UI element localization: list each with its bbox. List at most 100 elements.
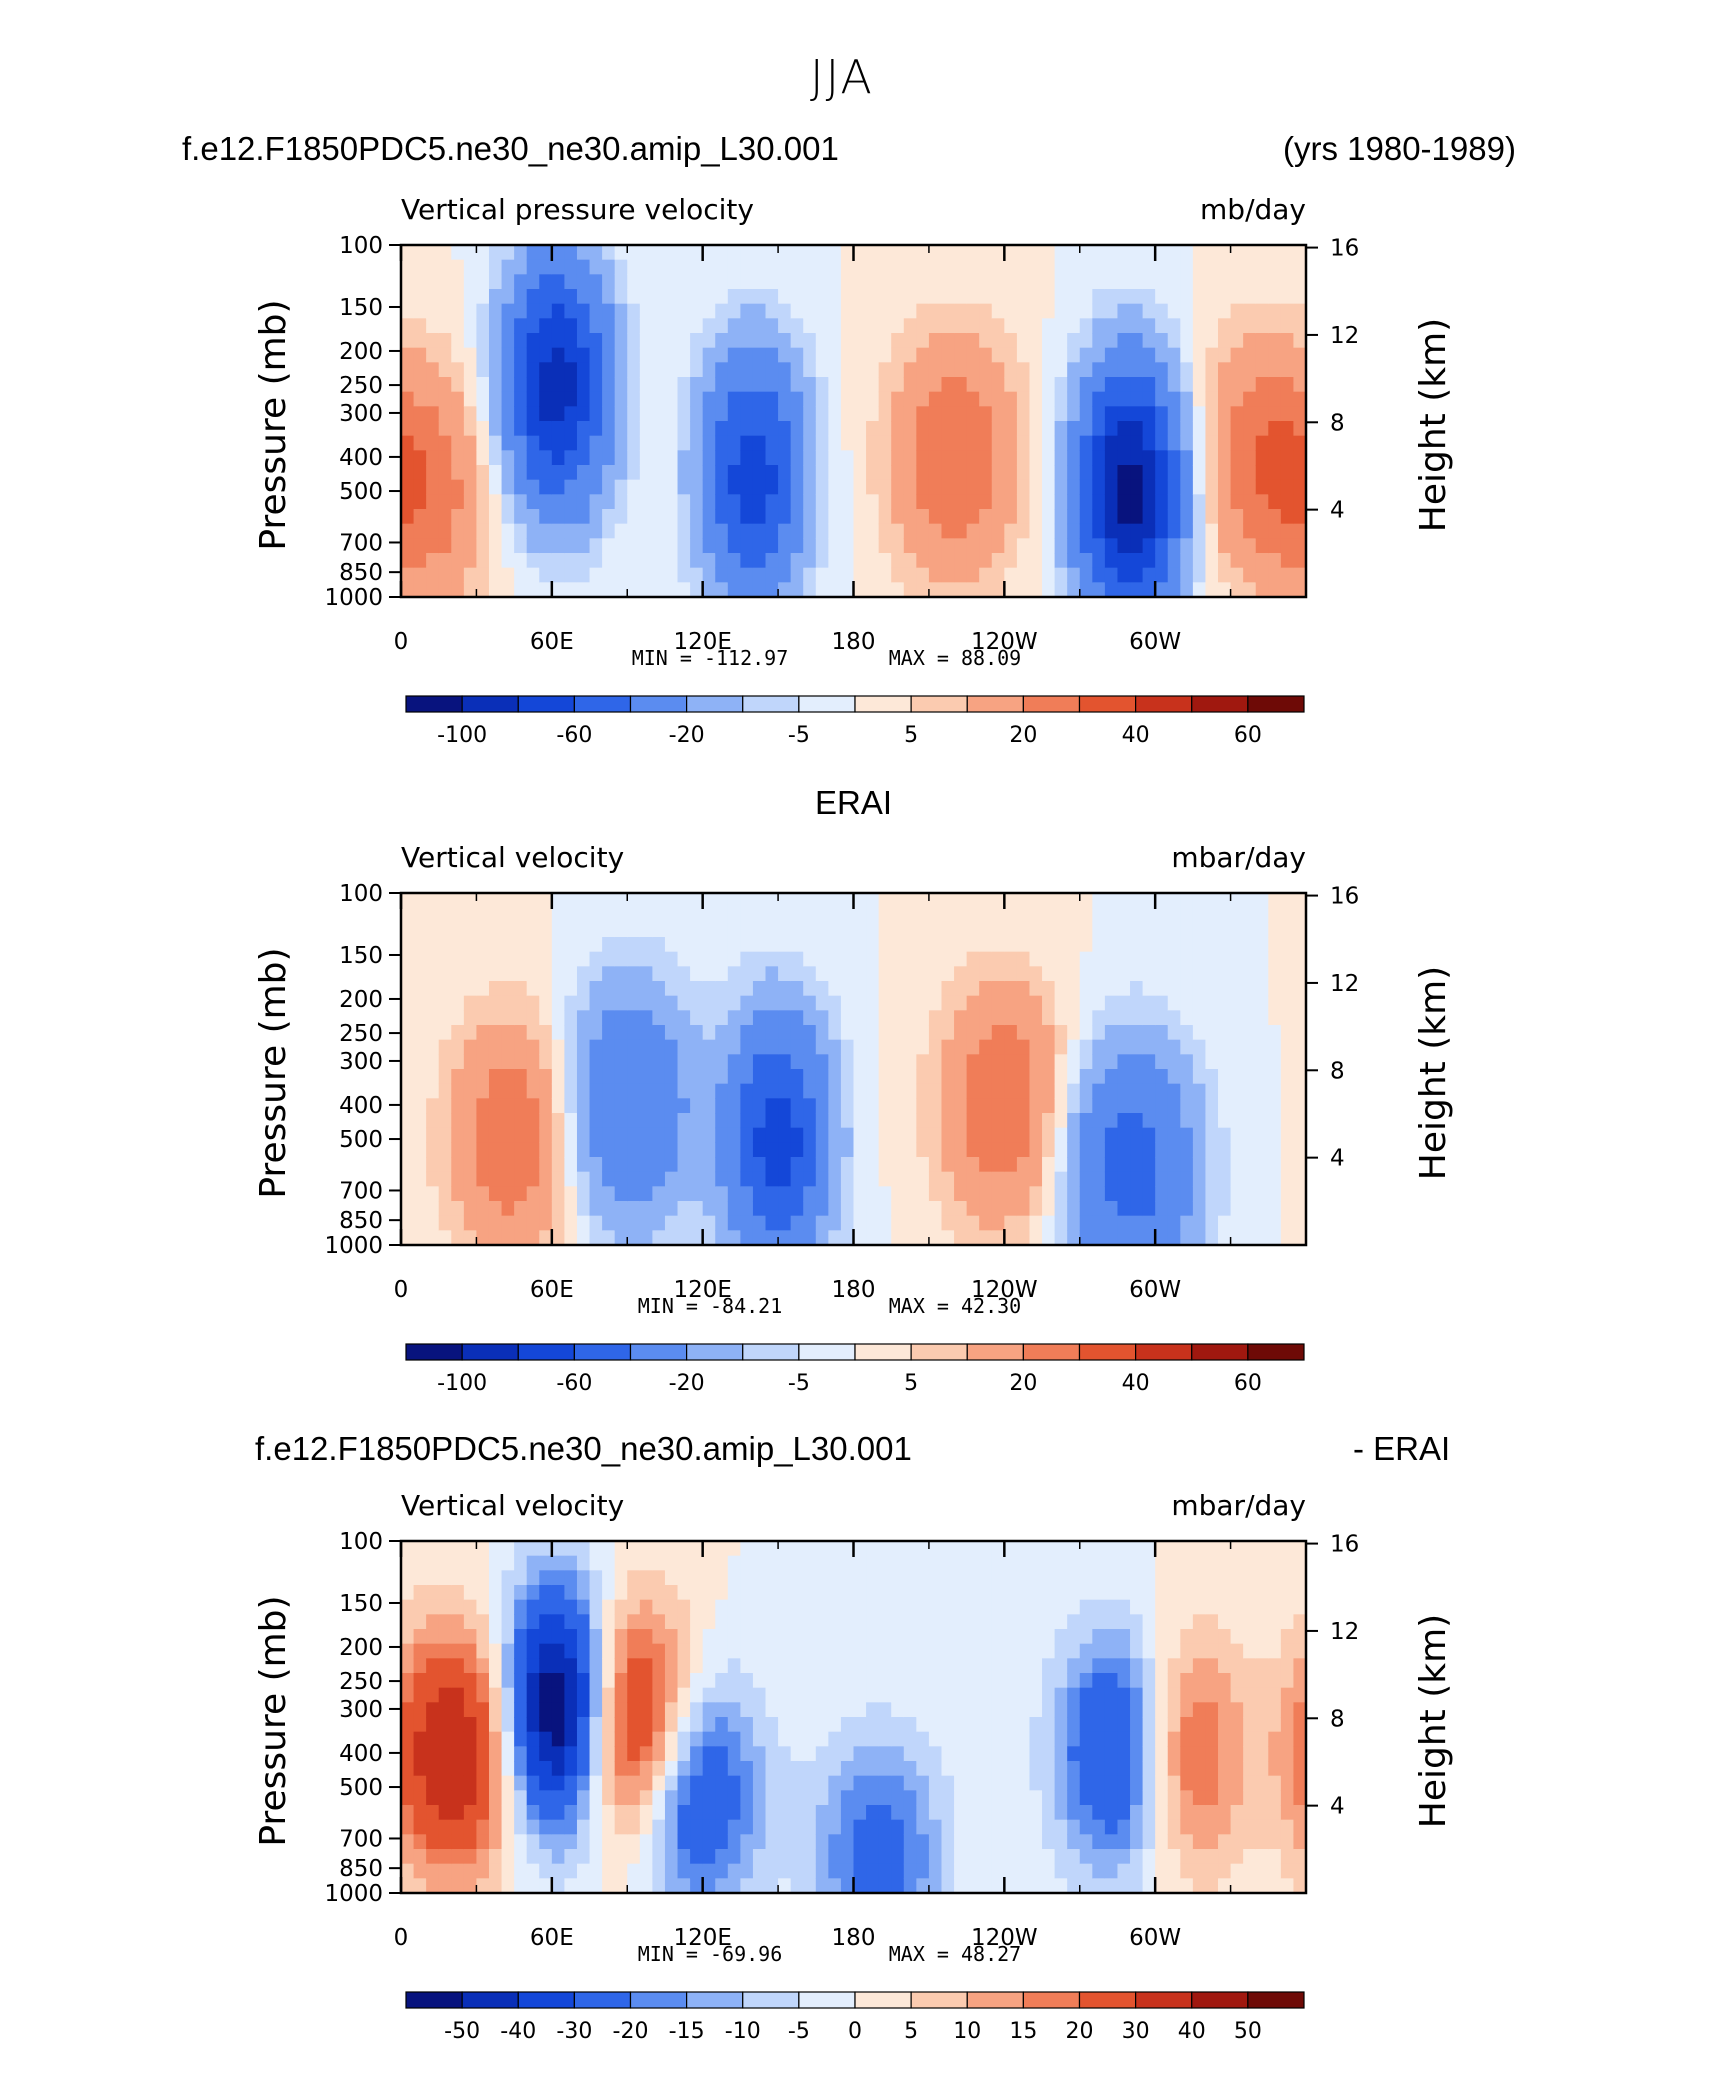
panel2-field-cell xyxy=(1268,1157,1282,1173)
panel1-field-cell xyxy=(715,245,729,261)
panel1-field-cell xyxy=(954,494,968,510)
panel2-field-cell xyxy=(815,937,829,953)
panel2-field-cell xyxy=(715,907,729,923)
panel2-field-cell xyxy=(602,995,616,1011)
panel2-field-cell xyxy=(664,966,679,982)
panel3-field-cell xyxy=(1016,1819,1031,1835)
panel1-pressure-tick-label: 500 xyxy=(339,479,383,505)
panel1-field-cell xyxy=(564,391,578,407)
panel2-field-cell xyxy=(1230,966,1244,982)
panel1-field-cell xyxy=(576,274,591,290)
panel2-field-cell xyxy=(602,1025,616,1041)
panel1-field-cell xyxy=(1016,245,1031,261)
panel3-field-cell xyxy=(815,1717,829,1733)
panel3-field-cell xyxy=(702,1775,716,1791)
panel3-field-cell xyxy=(1016,1629,1031,1645)
panel2-field-cell xyxy=(1004,1186,1018,1202)
panel2-field-cell xyxy=(916,1083,930,1099)
panel2-field-cell xyxy=(551,1171,565,1187)
panel1-field-cell xyxy=(941,553,955,569)
panel3-field-cell xyxy=(463,1878,478,1894)
panel2-field-cell xyxy=(928,1010,943,1026)
panel1-field-cell xyxy=(1192,362,1207,378)
panel1-field-cell xyxy=(903,303,917,319)
panel1-field-cell xyxy=(576,538,591,554)
panel2-field-cell xyxy=(740,951,754,967)
panel1-field-cell xyxy=(840,435,855,451)
panel3-field-cell xyxy=(690,1687,704,1703)
panel2-field-cell xyxy=(564,951,578,967)
panel1-field-cell xyxy=(715,435,729,451)
panel2-field-cell xyxy=(1092,922,1106,938)
panel1-field-cell xyxy=(1117,435,1131,451)
panel3-field-cell xyxy=(401,1541,415,1557)
panel1-field-cell xyxy=(438,553,452,569)
panel1-field-cell xyxy=(1280,465,1295,481)
panel1-field-cell xyxy=(778,567,792,583)
panel3-field-cell xyxy=(576,1629,591,1645)
panel3-field-cell xyxy=(941,1673,955,1689)
panel2-field-cell xyxy=(488,1171,503,1187)
panel3-field-cell xyxy=(501,1614,515,1630)
panel3-field-cell xyxy=(1092,1761,1106,1777)
panel3-field-cell xyxy=(664,1555,679,1571)
panel2-field-cell xyxy=(891,1113,905,1129)
panel3-field-cell xyxy=(778,1746,792,1762)
panel1-field-cell xyxy=(639,494,653,510)
panel2-field-cell xyxy=(1130,1054,1144,1070)
panel3-field-cell xyxy=(488,1746,503,1762)
panel1-field-cell xyxy=(740,538,754,554)
panel3-field-cell xyxy=(1016,1643,1031,1659)
panel3-field-cell xyxy=(828,1849,842,1865)
panel3-field-cell xyxy=(790,1878,804,1894)
panel2-field-cell xyxy=(778,1215,792,1231)
panel2-field-cell xyxy=(539,1127,553,1143)
panel2-field-cell xyxy=(526,922,540,938)
panel1-field-cell xyxy=(1004,567,1018,583)
panel3-field-cell xyxy=(1004,1643,1018,1659)
panel2-field-cell xyxy=(401,966,415,982)
panel1-field-cell xyxy=(928,274,943,290)
panel3-field-cell xyxy=(451,1643,465,1659)
panel3-field-cell xyxy=(790,1673,804,1689)
panel3-field-cell xyxy=(451,1790,465,1806)
panel2-field-cell xyxy=(765,907,779,923)
panel3-field-cell xyxy=(438,1849,452,1865)
panel1-field-cell xyxy=(690,333,704,349)
panel3-field-cell xyxy=(765,1614,779,1630)
panel3-field-cell xyxy=(866,1746,880,1762)
panel1-field-cell xyxy=(1230,391,1244,407)
panel1-field-cell xyxy=(413,494,427,510)
panel1-field-cell xyxy=(1016,479,1031,495)
panel3-field-cell xyxy=(539,1790,553,1806)
panel1-field-cell xyxy=(1280,494,1295,510)
panel3-field-cell xyxy=(426,1599,440,1615)
panel3-field-cell xyxy=(790,1687,804,1703)
panel3-field-cell xyxy=(451,1658,465,1674)
panel2-field-cell xyxy=(639,1171,653,1187)
panel1-field-cell xyxy=(501,274,515,290)
panel1-field-cell xyxy=(1293,391,1307,407)
panel1-field-cell xyxy=(1155,523,1169,539)
panel1-field-cell xyxy=(765,347,779,363)
panel2-field-cell xyxy=(564,893,578,909)
panel1-field-cell xyxy=(1092,333,1106,349)
panel2-field-cell xyxy=(1268,966,1282,982)
panel2-field-cell xyxy=(727,893,741,909)
panel2-field-cell xyxy=(426,1039,440,1055)
panel1-field-cell xyxy=(1293,523,1307,539)
panel2-field-cell xyxy=(1268,951,1282,967)
panel2-field-cell xyxy=(853,966,867,982)
panel2-field-cell xyxy=(426,1054,440,1070)
panel3-field-cell xyxy=(916,1790,930,1806)
panel3-field-cell xyxy=(1042,1541,1056,1557)
panel3-field-cell xyxy=(526,1761,540,1777)
panel3-field-cell xyxy=(690,1805,704,1821)
panel2-field-cell xyxy=(539,1186,553,1202)
panel2-field-cell xyxy=(1067,1025,1081,1041)
panel1-field-cell xyxy=(966,435,980,451)
panel1-field-cell xyxy=(1205,333,1219,349)
panel3-field-cell xyxy=(853,1761,867,1777)
panel2-field-cell xyxy=(840,1171,855,1187)
panel3-field-cell xyxy=(891,1746,905,1762)
